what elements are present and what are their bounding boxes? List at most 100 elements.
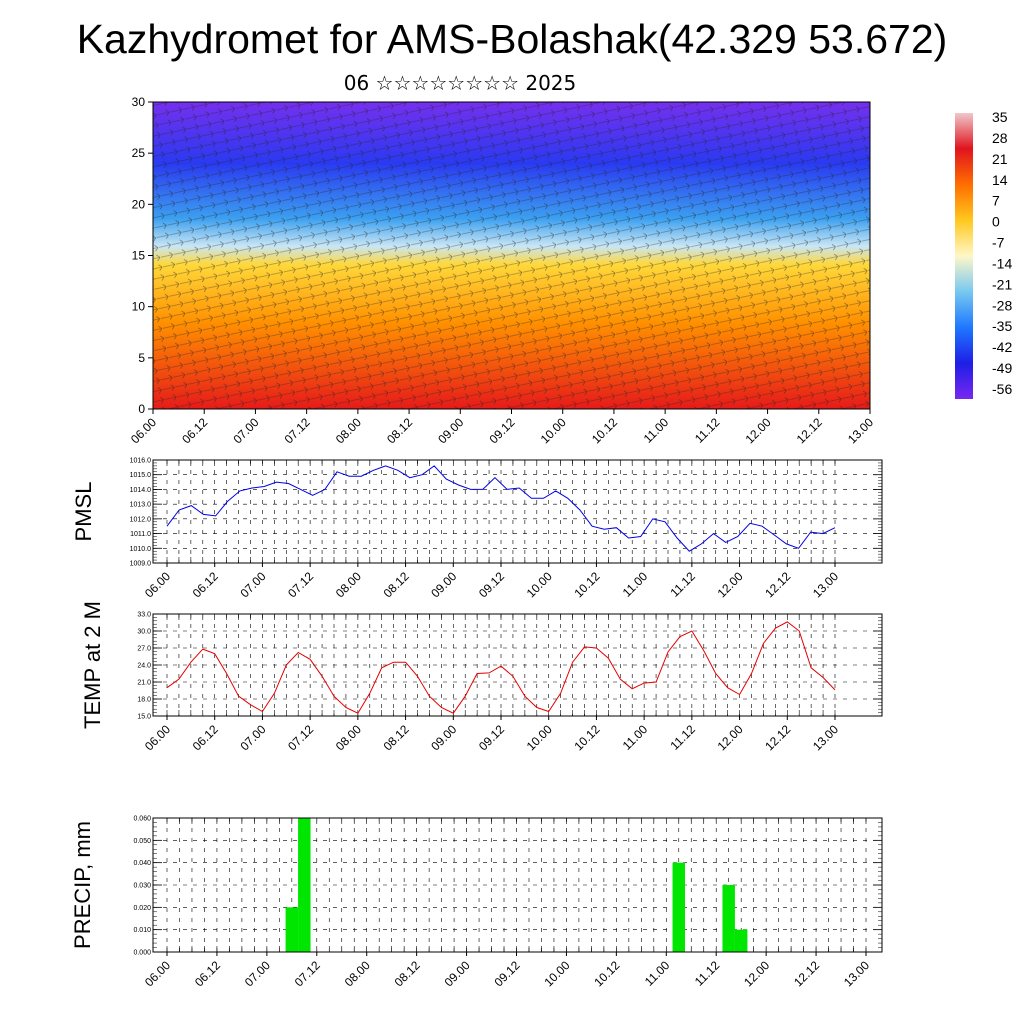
x-tick-label: 09.00 (435, 415, 466, 446)
data-line (166, 621, 836, 714)
y-tick-label: 1014.0 (130, 487, 152, 494)
x-tick-label: 08.00 (333, 415, 364, 446)
x-tick-label: 06.12 (190, 722, 221, 753)
y-tick-label: 10 (132, 300, 146, 314)
colorbar-label: -35 (992, 318, 1012, 334)
x-tick-label: 06.12 (190, 569, 221, 600)
colorbar-label: 14 (992, 172, 1008, 188)
x-tick-label: 09.00 (428, 722, 459, 753)
temperature-section-panel: 0 5 10 15 20 25 30 06.00 06.12 07.00 07.12 08.00 08.… (128, 95, 876, 446)
y-tick-label: 27.0 (137, 646, 151, 653)
x-tick-label: 07.00 (237, 569, 268, 600)
x-tick-label: 13.00 (810, 722, 841, 753)
temp-2m-panel: 15.0 18.0 21.0 24.0 27.0 30.0 33.0 06.00 06.12 07… (80, 601, 883, 753)
precip-bar (672, 862, 686, 952)
x-tick-label: 06.00 (128, 415, 159, 446)
y-tick-label: 1016.0 (130, 458, 152, 465)
x-tick-label: 08.12 (384, 415, 415, 446)
colorbar-label: -56 (992, 381, 1012, 397)
y-tick-label: 15 (132, 249, 146, 263)
y-tick-label: 0.010 (133, 927, 151, 934)
y-tick-label: 0.000 (133, 950, 151, 957)
y-tick-label: 30.0 (137, 629, 151, 636)
precip-bar (285, 907, 299, 952)
data-line (166, 465, 836, 552)
y-tick-label: 30 (132, 95, 146, 109)
x-tick-label: 12.00 (743, 415, 774, 446)
x-tick-label: 10.12 (591, 958, 622, 989)
x-tick-label: 06.00 (142, 569, 173, 600)
colorbar-label: 35 (992, 109, 1008, 125)
x-tick-label: 11.00 (620, 722, 651, 753)
x-tick-label: 08.00 (333, 722, 364, 753)
x-tick-label: 10.00 (538, 415, 569, 446)
colorbar-label: -42 (992, 339, 1012, 355)
x-tick-label: 07.12 (292, 958, 323, 989)
x-tick-label: 11.12 (667, 722, 698, 753)
colorbar-label: 7 (992, 193, 1000, 209)
x-tick-label: 11.12 (692, 958, 723, 989)
x-tick-label: 06.12 (192, 958, 223, 989)
x-tick-label: 07.12 (285, 722, 316, 753)
y-tick-label: 15.0 (137, 714, 151, 721)
y-tick-label: 0.030 (133, 883, 151, 890)
x-tick-label: 10.00 (524, 569, 555, 600)
y-tick-label: 1011.0 (130, 531, 151, 538)
y-tick-label: 1013.0 (130, 502, 152, 509)
x-tick-label: 10.00 (541, 958, 572, 989)
x-tick-label: 11.12 (667, 569, 698, 600)
x-tick-label: 08.00 (342, 958, 373, 989)
x-tick-label: 11.00 (642, 958, 673, 989)
y-tick-label: 33.0 (137, 612, 151, 619)
x-tick-label: 12.12 (794, 415, 825, 446)
y-tick-label: 1009.0 (130, 561, 152, 568)
x-tick-label: 09.12 (486, 415, 517, 446)
precip-bar (722, 885, 735, 952)
y-tick-label: 21.0 (137, 680, 151, 687)
x-tick-label: 10.12 (571, 722, 602, 753)
colorbar-label: 21 (992, 151, 1008, 167)
colorbar-label: -21 (992, 276, 1012, 292)
x-tick-label: 07.00 (237, 722, 268, 753)
precip-bar (734, 929, 748, 952)
x-tick-label: 12.00 (741, 958, 772, 989)
y-axis-label: PMSL (71, 482, 96, 542)
x-tick-label: 11.00 (620, 569, 651, 600)
x-tick-label: 09.12 (491, 958, 522, 989)
colorbar-label: 28 (992, 130, 1008, 146)
y-tick-label: 0.020 (133, 905, 151, 912)
y-tick-label: 25 (132, 146, 146, 160)
x-tick-label: 09.00 (428, 569, 459, 600)
precip-bar (298, 818, 311, 952)
y-tick-label: 18.0 (137, 697, 151, 704)
colorbar-label: -14 (992, 255, 1012, 271)
y-tick-label: 1012.0 (130, 516, 152, 523)
x-tick-label: 09.00 (442, 958, 473, 989)
colorbar-label: -28 (992, 297, 1012, 313)
colorbar-label: -7 (992, 235, 1005, 251)
y-tick-label: 0.040 (133, 860, 151, 867)
chart-subtitle: 06 ☆☆☆☆☆☆☆☆ 2025 (343, 71, 577, 95)
x-tick-label: 07.00 (230, 415, 261, 446)
colorbar-label: 0 (992, 214, 1000, 230)
x-tick-label: 12.00 (715, 722, 746, 753)
y-tick-label: 0.060 (133, 816, 151, 823)
x-tick-label: 12.12 (762, 569, 793, 600)
x-tick-label: 11.00 (641, 415, 672, 446)
x-tick-label: 12.12 (762, 722, 793, 753)
x-tick-label: 09.12 (476, 722, 507, 753)
colorbar: 35 28 21 14 7 0 -7 -14 -21 -28 -35 -42 -49 -56 (955, 109, 1012, 399)
y-tick-label: 0.050 (133, 838, 151, 845)
x-tick-label: 06.00 (142, 722, 173, 753)
x-tick-label: 08.12 (392, 958, 423, 989)
x-tick-label: 06.12 (179, 415, 210, 446)
x-tick-label: 06.00 (142, 958, 173, 989)
x-tick-label: 08.12 (381, 722, 412, 753)
plot-frame (152, 613, 883, 717)
x-tick-label: 13.00 (841, 958, 872, 989)
x-tick-label: 12.12 (791, 958, 822, 989)
x-tick-label: 07.00 (242, 958, 273, 989)
x-tick-label: 13.00 (845, 415, 876, 446)
y-tick-label: 24.0 (137, 663, 151, 670)
y-tick-label: 1010.0 (130, 546, 152, 553)
